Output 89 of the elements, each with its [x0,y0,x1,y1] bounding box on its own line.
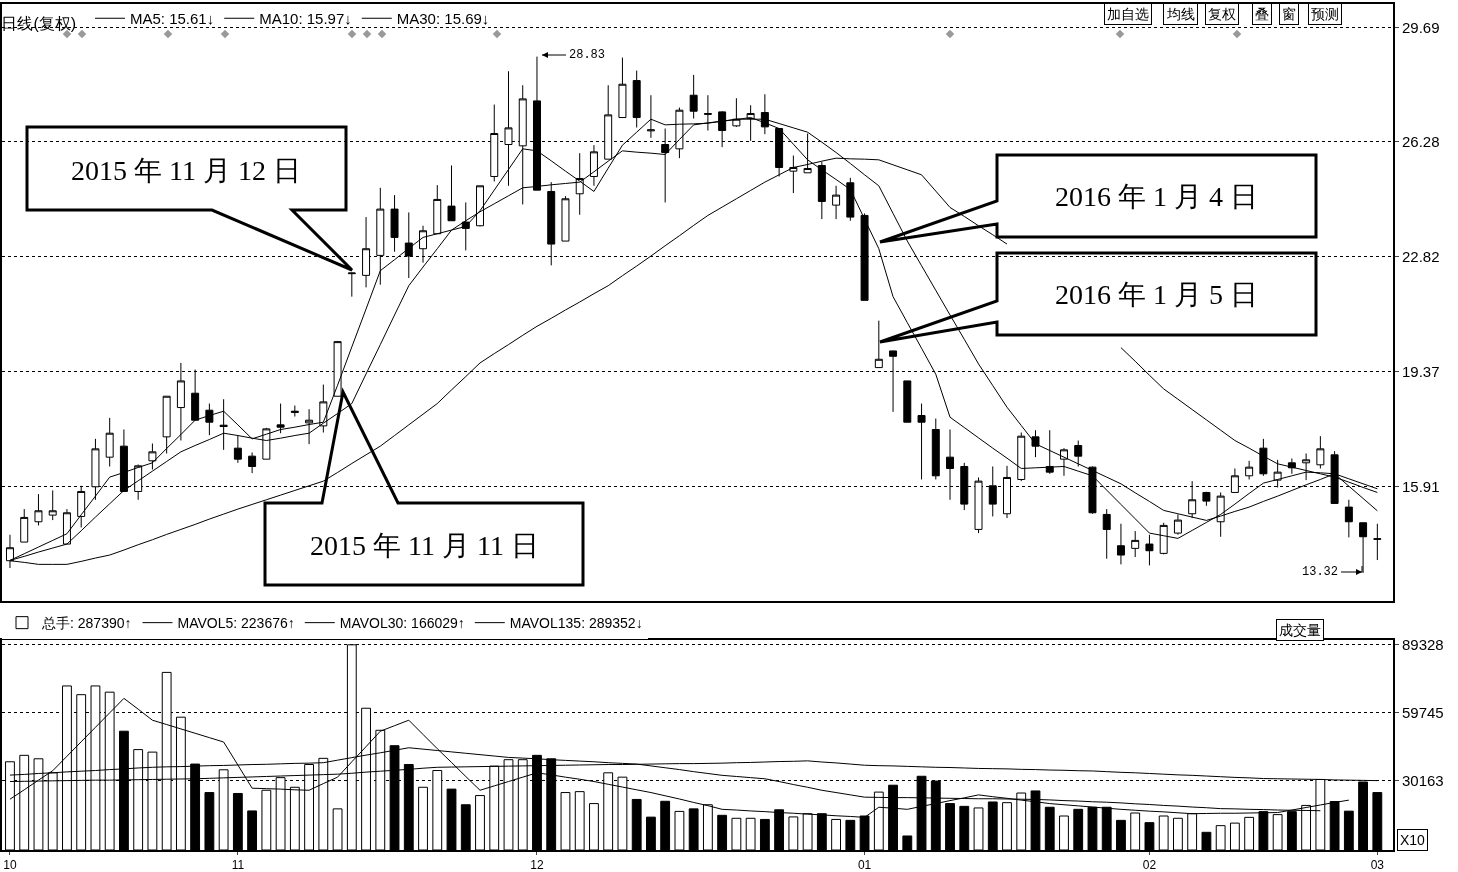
candlestick [461,201,470,251]
candlestick [276,403,285,434]
candlestick [1131,530,1140,558]
y-tick-label: 89328 [1402,636,1444,654]
candlestick [1373,523,1382,561]
text: 成交量 [1279,622,1321,638]
candlestick [817,161,826,220]
candlestick [846,177,855,222]
candlestick [347,272,356,298]
candlestick [219,398,228,451]
candlestick [1031,429,1040,458]
candlestick [148,443,157,470]
x-tick-label: 11 [231,858,245,872]
candlestick [1102,508,1111,560]
candlestick [1088,465,1097,515]
candlestick [1216,491,1225,538]
x-tick-label: 01 [857,858,872,872]
candlestick [162,395,171,454]
candlestick [632,70,641,129]
y-tick-label: 29.69 [1402,19,1440,37]
candlestick [48,489,57,521]
annotation: 加自选 [1107,6,1149,22]
candlestick [561,195,570,242]
candlestick [974,476,983,534]
legend-label: MA30: 15.69↓ [396,10,490,28]
candlestick [62,508,71,545]
y-tick-label: 22.82 [1402,247,1440,265]
y-tick-label: 59745 [1402,703,1444,721]
x-tick-label: 12 [530,858,544,872]
candlestick [1259,438,1268,477]
candlestick [917,403,926,480]
candlestick [1302,453,1311,481]
legend-label: MA10: 15.97↓ [259,10,352,28]
legend-label: MAVOL5: 223676↑ [177,615,295,632]
annotation: 2015 年 11 月 11 日 [310,530,539,561]
annotation: 28.83 [569,48,606,62]
candlestick [233,434,242,464]
candlestick [618,57,627,119]
annotation: 13.32 [1302,565,1339,579]
candlestick [832,185,841,220]
candlestick [931,418,940,480]
x-tick-label: 10 [3,858,17,872]
annotation: 预测 [1311,6,1339,22]
candlestick [1159,522,1168,555]
candlestick [589,144,598,187]
y-tick-label: 19.37 [1402,362,1440,380]
candlestick [34,493,43,526]
annotation: 复权 [1208,6,1236,22]
candlestick [1074,440,1083,467]
candlestick [1045,429,1054,475]
y-tick-label: 30163 [1402,771,1444,789]
candlestick [433,184,442,235]
annotation: 2016 年 1 月 4 日 [1055,181,1258,212]
candlestick [1116,523,1125,565]
candlestick [1017,432,1026,482]
x-tick-label: 02 [1142,858,1157,872]
candlestick [262,427,271,460]
legend-label: MAVOL30: 166029↑ [339,615,465,632]
annotation: 叠 [1255,6,1269,22]
candlestick [903,380,912,423]
candlestick [874,320,883,369]
candlestick [390,194,399,253]
candlestick [860,212,869,301]
candlestick [1202,491,1211,507]
annotation: 均线 [1166,6,1195,22]
candlestick [1245,460,1254,480]
annotation: 2016 年 1 月 5 日 [1055,279,1258,310]
candlestick [305,408,314,445]
candlestick [205,403,214,436]
candlestick [1173,513,1182,536]
legend-label: MA5: 15.61↓ [130,10,215,28]
candlestick [1287,457,1296,475]
candlestick [1344,499,1353,538]
legend-label: MAVOL135: 289352↓ [509,615,643,632]
text: X10 [1400,832,1426,848]
candlestick [689,74,698,120]
candlestick [105,417,114,467]
candlestick [20,508,29,543]
annotation: 窗 [1282,6,1296,22]
candlestick [290,405,299,418]
x-tick-label: 03 [1370,858,1385,872]
annotation: 2015 年 11 月 12 日 [71,155,301,186]
legend-label: 总手: 287390↑ [41,615,132,632]
candlestick [1316,435,1325,469]
candlestick [248,452,257,474]
candlestick [447,164,456,222]
candlestick [476,185,484,227]
y-tick-label: 15.91 [1402,478,1440,496]
y-tick-label: 26.28 [1402,132,1440,150]
